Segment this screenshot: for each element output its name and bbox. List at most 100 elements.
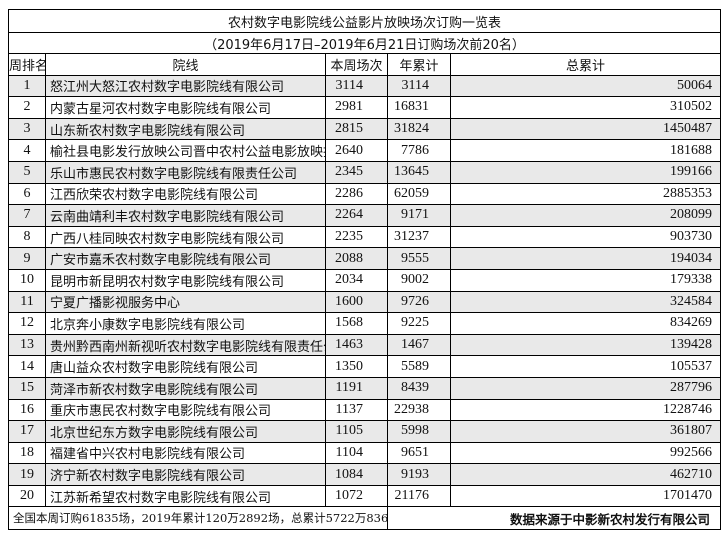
overall-total-cell: 199166 [449,160,722,184]
year-total-cell: 9651 [387,441,451,465]
table-row: 2 内蒙古星河农村数字电影院线有限公司 2981 16831 310502 [8,96,722,119]
week-count-cell: 2088 [325,247,388,270]
header-rank: 周排名 [8,53,46,76]
rank-cell: 4 [8,139,46,162]
circuit-name-cell: 菏泽市新农村数字电影院线有限公司 [45,376,326,400]
table-row: 3 山东新农村数字电影院线有限公司 2815 31824 1450487 [8,117,722,141]
table-row: 16 重庆市惠民农村数字电影院线有限公司 1137 22938 1228746 [8,398,722,422]
header-year: 年累计 [387,53,451,76]
rank-cell: 6 [8,182,46,206]
week-count-cell: 2640 [325,139,388,162]
circuit-name-cell: 昆明市新昆明农村数字电影院线有限公司 [45,268,326,292]
rank-cell: 16 [8,398,46,422]
year-total-cell: 16831 [387,96,451,119]
week-count-cell: 2981 [325,96,388,119]
ranking-table: 农村数字电影院线公益影片放映场次订购一览表 （2019年6月17日–2019年6… [7,9,722,531]
overall-total-cell: 1228746 [449,398,722,422]
circuit-name-cell: 广安市嘉禾农村数字电影院线有限公司 [45,247,326,270]
rank-cell: 14 [8,355,46,378]
circuit-name-cell: 唐山益众农村数字电影院线有限公司 [45,355,326,378]
rank-cell: 10 [8,268,46,292]
year-total-cell: 9193 [387,463,451,486]
year-total-cell: 5589 [387,355,451,378]
table-row: 14 唐山益众农村数字电影院线有限公司 1350 5589 105537 [8,355,722,378]
rank-cell: 9 [8,247,46,270]
table-row: 5 乐山市惠民农村数字电影院线有限责任公司 2345 13645 199166 [8,160,722,184]
year-total-cell: 3114 [387,74,451,98]
circuit-name-cell: 山东新农村数字电影院线有限公司 [45,117,326,141]
year-total-cell: 21176 [387,484,451,508]
overall-total-cell: 139428 [449,333,722,357]
overall-total-cell: 903730 [449,225,722,249]
rank-cell: 11 [8,290,46,314]
year-total-cell: 31824 [387,117,451,141]
week-count-cell: 1350 [325,355,388,378]
circuit-name-cell: 贵州黔西南州新视听农村数字电影院线有限责任公司 [45,333,326,357]
year-total-cell: 9002 [387,268,451,292]
table-row: 4榆社县电影发行放映公司晋中农村公益电影放映技术服务站2640778618168… [8,139,722,162]
circuit-name-cell: 济宁新农村数字电影院线有限公司 [45,463,326,486]
overall-total-cell: 105537 [449,355,722,378]
overall-total-cell: 208099 [449,204,722,227]
overall-total-cell: 361807 [449,420,722,443]
table-row: 19 济宁新农村数字电影院线有限公司 1084 9193 462710 [8,463,722,486]
table-row: 12 北京奔小康数字电影院线有限公司 1568 9225 834269 [8,312,722,335]
week-count-cell: 2345 [325,160,388,184]
year-total-cell: 62059 [387,182,451,206]
week-count-cell: 1600 [325,290,388,314]
year-total-cell: 1467 [387,333,451,357]
week-count-cell: 1084 [325,463,388,486]
year-total-cell: 7786 [387,139,451,162]
rank-cell: 3 [8,117,46,141]
week-count-cell: 3114 [325,74,388,98]
table-row: 6 江西欣荣农村数字电影院线有限公司 2286 62059 2885353 [8,182,722,206]
overall-total-cell: 2885353 [449,182,722,206]
footer-source: 数据来源于中影新农村发行有限公司 [386,506,722,531]
table-row: 7 云南曲靖利丰农村数字电影院线有限公司 2264 9171 208099 [8,204,722,227]
table-row: 9 广安市嘉禾农村数字电影院线有限公司 2088 9555 194034 [8,247,722,270]
table-row: 20 江苏新希望农村数字电影院线有限公司 1072 21176 1701470 [8,484,722,508]
year-total-cell: 5998 [387,420,451,443]
circuit-name-cell: 云南曲靖利丰农村数字电影院线有限公司 [45,204,326,227]
table-row: 8 广西八桂同映农村数字电影院线有限公司 2235 31237 903730 [8,225,722,249]
circuit-name-cell: 怒江州大怒江农村数字电影院线有限公司 [45,74,326,98]
year-total-cell: 9726 [387,290,451,314]
overall-total-cell: 1701470 [449,484,722,508]
table-row: 1 怒江州大怒江农村数字电影院线有限公司 3114 3114 50064 [8,74,722,98]
overall-total-cell: 194034 [449,247,722,270]
header-week: 本周场次 [325,53,388,76]
year-total-cell: 22938 [387,398,451,422]
year-total-cell: 9225 [387,312,451,335]
overall-total-cell: 462710 [449,463,722,486]
rank-cell: 17 [8,420,46,443]
table-row: 11 宁夏广播影视服务中心 1600 9726 324584 [8,290,722,314]
overall-total-cell: 50064 [449,74,722,98]
year-total-cell: 9171 [387,204,451,227]
rank-cell: 18 [8,441,46,465]
circuit-name-cell: 福建省中兴农村电影院线有限公司 [45,441,326,465]
overall-total-cell: 834269 [449,312,722,335]
header-total: 总累计 [449,53,722,76]
rank-cell: 19 [8,463,46,486]
table-row: 18 福建省中兴农村电影院线有限公司 1104 9651 992566 [8,441,722,465]
header-row: 周排名 院线 本周场次 年累计 总累计 [8,53,722,76]
rank-cell: 12 [8,312,46,335]
table-subtitle: （2019年6月17日–2019年6月21日订购场次前20名） [7,32,722,54]
overall-total-cell: 179338 [449,268,722,292]
overall-total-cell: 992566 [449,441,722,465]
rank-cell: 7 [8,204,46,227]
table-title: 农村数字电影院线公益影片放映场次订购一览表 [7,9,722,33]
rank-cell: 13 [8,333,46,357]
week-count-cell: 2034 [325,268,388,292]
week-count-cell: 2235 [325,225,388,249]
rank-cell: 1 [8,74,46,98]
overall-total-cell: 310502 [449,96,722,119]
week-count-cell: 1463 [325,333,388,357]
header-circuit: 院线 [45,53,326,76]
year-total-cell: 31237 [387,225,451,249]
overall-total-cell: 287796 [449,376,722,400]
week-count-cell: 1072 [325,484,388,508]
overall-total-cell: 1450487 [449,117,722,141]
overall-total-cell: 181688 [449,139,722,162]
week-count-cell: 1568 [325,312,388,335]
